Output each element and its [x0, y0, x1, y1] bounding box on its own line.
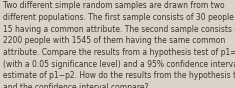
Text: Two different simple random samples are drawn from two
different populations. Th: Two different simple random samples are …: [3, 1, 235, 88]
